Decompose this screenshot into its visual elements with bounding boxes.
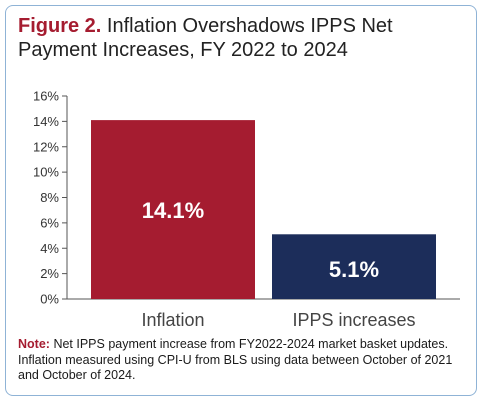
- data-label: 5.1%: [329, 257, 379, 282]
- note-text: Net IPPS payment increase from FY2022-20…: [18, 337, 453, 382]
- bar-chart: 0% 2% 4% 6% 8% 10% 12% 14% 16% 14.1% Inflation 5.1%…: [33, 89, 460, 330]
- category-label: Inflation: [141, 310, 204, 330]
- note-label: Note:: [18, 337, 50, 351]
- y-tick-label: 4%: [40, 241, 59, 256]
- y-tick-label: 12%: [33, 139, 59, 154]
- chart-note: Note: Net IPPS payment increase from FY2…: [18, 337, 468, 384]
- category-label: IPPS increases: [292, 310, 415, 330]
- y-tick-label: 6%: [40, 215, 59, 230]
- y-tick-label: 10%: [33, 165, 59, 180]
- y-tick-label: 2%: [40, 266, 59, 281]
- y-tick-label: 8%: [40, 190, 59, 205]
- y-tick-label: 0%: [40, 292, 59, 307]
- figure-label: Figure 2.: [18, 15, 102, 37]
- title-text: Inflation Overshadows IPPS Net Payment I…: [18, 15, 393, 61]
- bar-ipps-increases: [272, 234, 436, 299]
- y-tick-label: 16%: [33, 89, 59, 104]
- bar-inflation: [91, 120, 255, 299]
- chart-title: Figure 2. Inflation Overshadows IPPS Net…: [18, 14, 468, 62]
- y-tick-label: 14%: [33, 114, 59, 129]
- data-label: 14.1%: [142, 198, 204, 223]
